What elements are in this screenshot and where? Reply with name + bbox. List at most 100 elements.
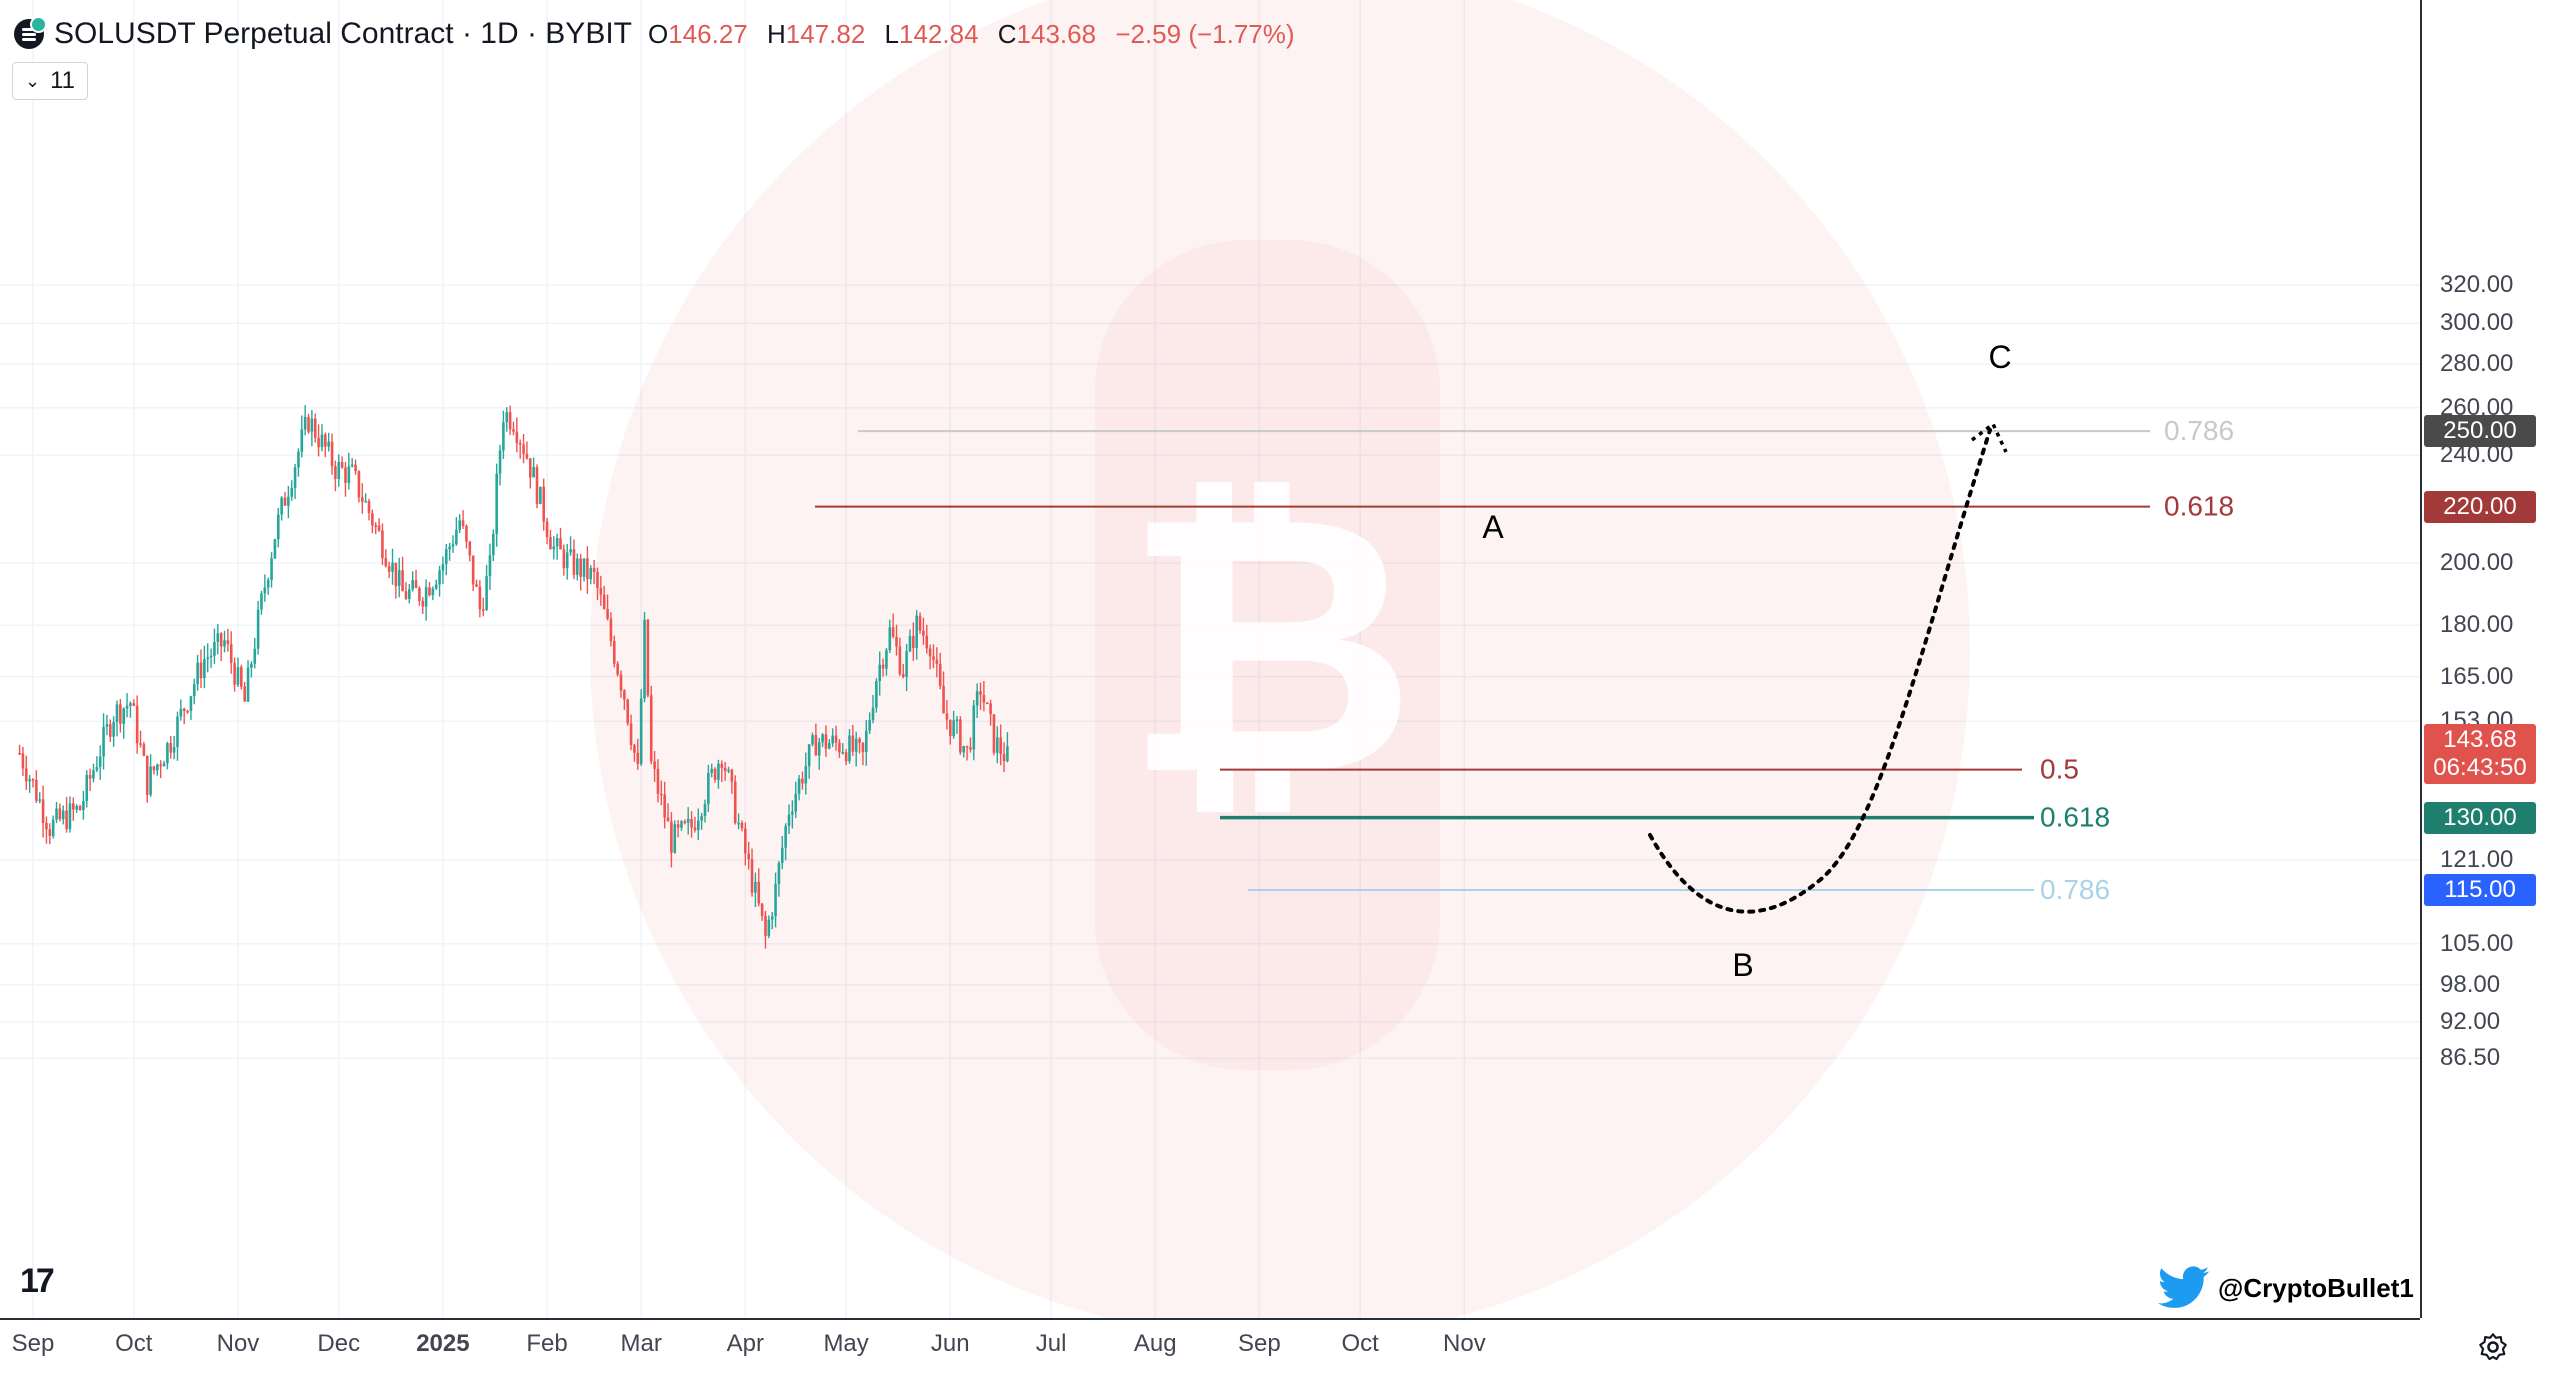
symbol-title[interactable]: SOLUSDT Perpetual Contract · 1D · BYBIT	[54, 17, 632, 50]
fib-label: 0.5	[2040, 754, 2079, 785]
time-label: Jun	[930, 1330, 970, 1357]
candle-body	[770, 916, 774, 920]
candle-body	[421, 600, 425, 607]
price-tag: 250.00	[2424, 415, 2536, 448]
candle-body	[236, 667, 240, 685]
candle-body	[727, 769, 730, 772]
candle-body	[646, 619, 650, 696]
candle-body	[219, 633, 223, 647]
candle-body	[565, 552, 569, 569]
candle-body	[374, 525, 378, 527]
candle-body	[451, 544, 455, 547]
time-label: Oct	[115, 1330, 153, 1357]
candle-body	[562, 549, 566, 569]
time-label: Sep	[11, 1330, 55, 1357]
projection-curve	[1648, 428, 1992, 914]
symbol-legend[interactable]: SOLUSDT Perpetual Contract · 1D · BYBIT …	[14, 12, 1295, 56]
candle-body	[928, 648, 932, 657]
price-tag: 115.00	[2424, 874, 2536, 907]
wave-label-a: A	[1482, 509, 1504, 545]
candle-body	[179, 708, 183, 717]
candle-body	[673, 824, 677, 853]
candle-body	[58, 808, 62, 820]
candle-body	[888, 627, 892, 651]
candle-body	[848, 735, 851, 762]
time-axis[interactable]	[0, 1318, 2420, 1376]
candle-body	[969, 747, 972, 750]
candle-body	[925, 635, 929, 649]
candle-body	[555, 538, 559, 547]
candle-body	[411, 580, 414, 590]
candle-body	[172, 746, 176, 753]
candle-body	[636, 752, 640, 764]
time-label: Dec	[317, 1330, 361, 1357]
candle-body	[942, 685, 945, 714]
candle-body	[663, 794, 666, 818]
candle-body	[989, 703, 992, 715]
candle-body	[273, 539, 277, 559]
candle-body	[337, 462, 341, 479]
indicators-toggle-button[interactable]: ⌄ 11	[12, 62, 89, 100]
candle-body	[962, 746, 966, 753]
candle-body	[713, 768, 717, 780]
candle-body	[481, 609, 485, 611]
candlestick-series	[18, 405, 1009, 949]
candle-body	[690, 818, 693, 828]
price-tag: 130.00	[2424, 801, 2536, 834]
time-label: Oct	[1341, 1330, 1379, 1357]
price-label: 98.00	[2440, 970, 2501, 998]
price-label: 300.00	[2440, 309, 2514, 337]
time-label: Apr	[726, 1330, 764, 1357]
candle-body	[438, 570, 441, 585]
price-chart[interactable]: ₿ 0.786 0.618 0.5 0.618 0.786 A B C	[0, 0, 2420, 1318]
candle-body	[878, 664, 882, 682]
candle-body	[391, 562, 394, 572]
candle-body	[737, 822, 740, 825]
candle-body	[414, 580, 418, 588]
settings-gear-icon[interactable]	[2476, 1330, 2510, 1364]
candle-body	[256, 609, 260, 649]
candle-body	[159, 764, 162, 767]
candle-body	[959, 719, 962, 753]
ohlc-values: O146.27 H147.82 L142.84 C143.68 −2.59 (−…	[647, 18, 1295, 49]
candle-body	[381, 530, 384, 559]
candle-body	[115, 704, 119, 723]
candle-body	[666, 817, 670, 822]
candle-body	[643, 619, 646, 699]
candle-body	[723, 767, 727, 772]
candle-body	[162, 763, 166, 767]
candle-body	[246, 667, 250, 702]
candle-body	[263, 587, 267, 594]
candle-body	[283, 497, 287, 506]
candle-body	[525, 453, 529, 459]
chart-grid	[0, 0, 2420, 1318]
candle-body	[65, 810, 68, 830]
candle-body	[152, 766, 156, 771]
price-tag: 220.00	[2424, 490, 2536, 523]
fib-label: 0.786	[2040, 874, 2110, 905]
candle-body	[515, 431, 519, 444]
candle-body	[528, 458, 532, 478]
candle-body	[344, 467, 347, 483]
candle-body	[253, 648, 257, 664]
candle-body	[169, 743, 173, 753]
candle-body	[730, 769, 734, 782]
candle-body	[791, 811, 794, 815]
tradingview-logo-icon[interactable]: 17	[20, 1262, 55, 1300]
candle-body	[156, 764, 159, 771]
candle-body	[834, 735, 838, 743]
candle-body	[196, 662, 199, 685]
candle-body	[458, 520, 462, 530]
candle-body	[807, 744, 811, 767]
candle-body	[599, 588, 603, 595]
low-value: 142.84	[899, 18, 979, 49]
candle-body	[347, 466, 351, 483]
candle-body	[68, 803, 72, 830]
candle-body	[945, 713, 949, 720]
candle-body	[354, 464, 357, 472]
price-axis[interactable]	[2420, 0, 2560, 1318]
candle-body	[280, 497, 283, 515]
candle-body	[334, 466, 337, 479]
candle-body	[75, 806, 78, 810]
